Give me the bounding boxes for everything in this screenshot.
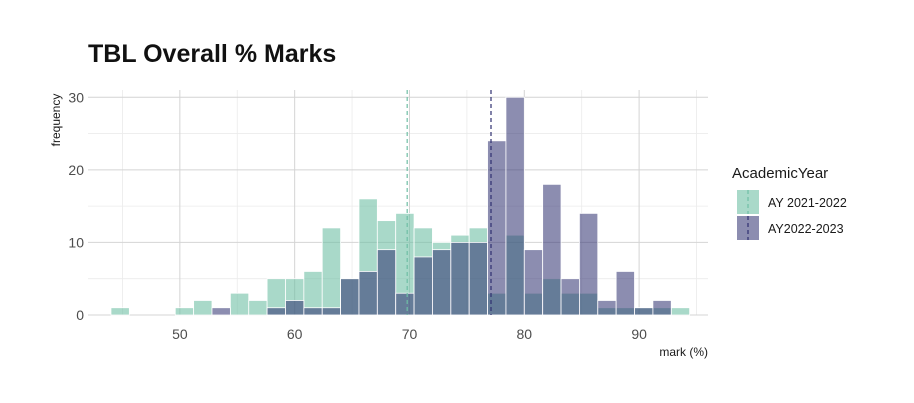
histogram-bar-series-2	[615, 271, 635, 316]
legend-items: AY 2021-2022 AY2022-2023	[737, 190, 847, 240]
histogram-bar-series-1	[193, 300, 213, 316]
histogram-bar-series-2	[376, 249, 397, 316]
y-tick-label: 10	[68, 234, 84, 250]
mean-lines	[406, 90, 492, 315]
legend: AcademicYear AY 2021-2022 AY2022-2023	[732, 165, 847, 240]
histogram-bar-series-2	[579, 212, 599, 316]
x-tick-label: 70	[402, 326, 418, 342]
histogram-bar-series-2	[340, 278, 360, 316]
histogram-bar-series-1	[174, 307, 195, 316]
legend-label-series-2: AY2022-2023	[768, 222, 844, 236]
x-axis-title: mark (%)	[659, 345, 708, 359]
x-tick-label: 90	[631, 326, 647, 342]
chart-title: TBL Overall % Marks	[88, 40, 337, 68]
histogram-bar-series-2	[358, 271, 378, 316]
histogram-bar-series-2	[211, 307, 231, 316]
histogram-bar-series-2	[523, 249, 544, 316]
legend-key-series-1	[737, 190, 759, 214]
legend-key-series-2	[737, 216, 759, 240]
histogram-bar-series-2	[450, 242, 470, 316]
x-tick-label: 60	[287, 326, 303, 342]
histogram-bar-series-2	[432, 249, 452, 316]
y-tick-label: 0	[76, 307, 84, 323]
y-axis-title: frequency	[49, 94, 63, 147]
histogram-bar-series-1	[110, 307, 130, 316]
y-tick-label: 30	[68, 89, 84, 105]
histogram-bar-series-1	[229, 292, 250, 316]
histogram-bar-series-1	[670, 307, 691, 316]
x-tick-label: 80	[517, 326, 533, 342]
histogram-bar-series-2	[597, 300, 617, 316]
histogram-bar-series-2	[652, 300, 672, 316]
histogram-bar-series-2	[542, 183, 562, 316]
legend-label-series-1: AY 2021-2022	[768, 196, 847, 210]
axes: 50 60 70 80 90 0 10 20 30	[68, 89, 647, 342]
x-tick-label: 50	[172, 326, 188, 342]
histogram-bar-series-2	[321, 307, 341, 316]
histogram-bar-series-2	[266, 307, 286, 316]
histogram-bar-series-2	[285, 300, 305, 316]
histogram-bar-series-1	[248, 300, 268, 316]
histogram-bars	[110, 96, 691, 316]
histogram-bar-series-2	[487, 140, 507, 316]
histogram-bar-series-2	[468, 242, 488, 316]
histogram-bar-series-2	[303, 307, 323, 316]
y-tick-label: 20	[68, 162, 84, 178]
histogram-bar-series-2	[560, 278, 580, 316]
histogram-bar-series-2	[395, 292, 415, 316]
histogram-bar-series-2	[634, 307, 654, 316]
histogram-bar-series-2	[505, 96, 525, 316]
histogram-bar-series-1	[321, 227, 341, 316]
histogram-bar-series-2	[413, 256, 433, 316]
legend-title: AcademicYear	[732, 165, 828, 182]
